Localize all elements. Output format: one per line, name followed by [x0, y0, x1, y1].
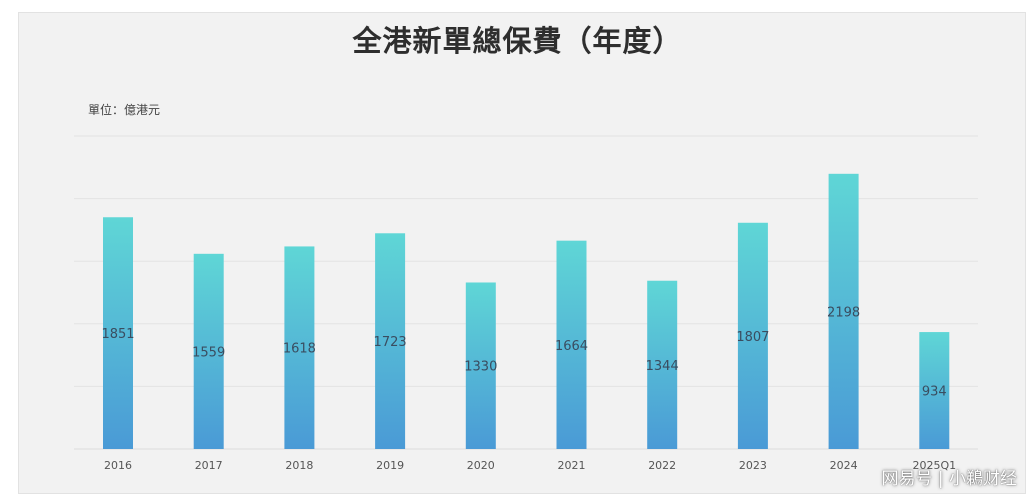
- bar-2022: [647, 280, 678, 449]
- x-tick-2023: 2023: [739, 459, 767, 472]
- x-tick-2021: 2021: [558, 459, 586, 472]
- bar-2025Q1: [919, 332, 950, 449]
- bars: [103, 173, 950, 449]
- data-labels: 1851 1559 1618 1723 1330 1664 1344 1807 2198 934: [101, 305, 946, 399]
- x-tick-2019: 2019: [376, 459, 404, 472]
- watermark: 网易号 | 小鵜财经: [881, 469, 1017, 489]
- gridlines: [74, 135, 978, 450]
- data-label-2023: 1807: [736, 330, 769, 345]
- data-label-2019: 1723: [374, 335, 407, 350]
- x-tick-2025Q1: 2025Q1: [912, 459, 956, 472]
- data-label-2025Q1: 934: [922, 385, 947, 400]
- data-label-2016: 1851: [101, 327, 134, 342]
- bar-2016: [103, 217, 133, 449]
- data-label-2021: 1664: [555, 339, 588, 354]
- x-tick-2024: 2024: [830, 459, 858, 472]
- x-tick-2020: 2020: [467, 459, 495, 472]
- bar-2021: [556, 240, 587, 449]
- bar-2018: [284, 246, 315, 449]
- bar-2023: [737, 222, 768, 449]
- data-label-2024: 2198: [827, 305, 860, 320]
- x-tick-2017: 2017: [195, 459, 223, 472]
- bar-2020: [465, 282, 496, 449]
- x-axis-ticks: 2016 2017 2018 2019 2020 2021 2022 2023 2024 2025…: [104, 459, 956, 472]
- x-tick-2022: 2022: [648, 459, 676, 472]
- data-label-2018: 1618: [283, 342, 316, 357]
- data-label-2022: 1344: [646, 359, 679, 374]
- chart-title: 全港新單總保費（年度）: [352, 24, 683, 58]
- bar-2019: [375, 233, 406, 449]
- unit-label: 單位：億港元: [88, 103, 161, 117]
- data-label-2017: 1559: [192, 345, 225, 360]
- bar-2024: [828, 173, 859, 449]
- x-tick-2016: 2016: [104, 459, 132, 472]
- bar-2017: [193, 253, 224, 449]
- x-tick-2018: 2018: [285, 459, 313, 472]
- data-label-2020: 1330: [464, 360, 497, 375]
